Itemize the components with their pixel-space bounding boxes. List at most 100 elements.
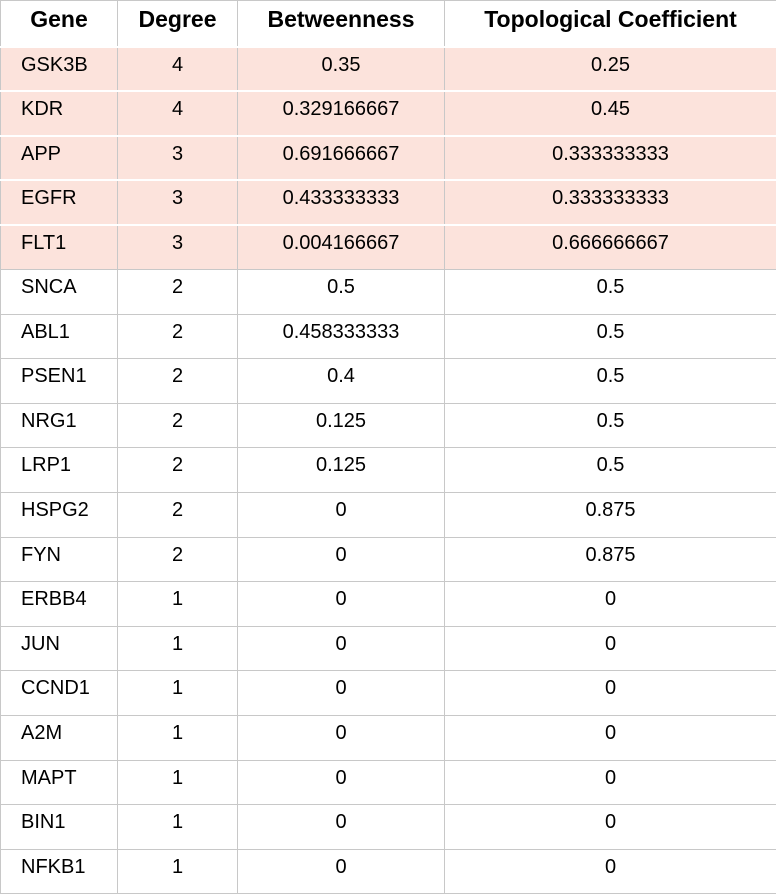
betweenness-cell: 0 xyxy=(237,759,445,806)
table-row: BIN1 1 0 0 xyxy=(0,804,776,850)
degree-cell: 1 xyxy=(117,581,238,627)
gene-cell: CCND1 xyxy=(0,670,118,716)
table-row: EGFR 3 0.433333333 0.333333333 xyxy=(0,179,776,226)
table-row: LRP1 2 0.125 0.5 xyxy=(0,447,776,493)
topological-coefficient-cell: 0 xyxy=(444,848,776,894)
table-row: JUN 1 0 0 xyxy=(0,625,776,672)
degree-cell: 1 xyxy=(117,759,238,806)
gene-cell: KDR xyxy=(0,90,118,137)
header-row: Gene Degree Betweenness Topological Coef… xyxy=(0,0,776,47)
gene-cell: JUN xyxy=(0,625,118,672)
header-degree: Degree xyxy=(117,0,238,47)
table-row: FLT1 3 0.004166667 0.666666667 xyxy=(0,223,776,270)
table-row: FYN 2 0 0.875 xyxy=(0,536,776,583)
table-row: A2M 1 0 0 xyxy=(0,714,776,761)
table-row: ABL1 2 0.458333333 0.5 xyxy=(0,313,776,360)
table-header: Gene Degree Betweenness Topological Coef… xyxy=(0,0,776,47)
table-row: HSPG2 2 0 0.875 xyxy=(0,491,776,538)
gene-cell: SNCA xyxy=(0,268,118,315)
betweenness-cell: 0 xyxy=(237,625,445,672)
gene-cell: NRG1 xyxy=(0,402,118,449)
table-row: MAPT 1 0 0 xyxy=(0,759,776,806)
betweenness-cell: 0.691666667 xyxy=(237,134,445,181)
table-row: PSEN1 2 0.4 0.5 xyxy=(0,358,776,404)
gene-cell: ERBB4 xyxy=(0,581,118,627)
betweenness-cell: 0 xyxy=(237,581,445,627)
betweenness-cell: 0 xyxy=(237,714,445,761)
topological-coefficient-cell: 0 xyxy=(444,804,776,850)
degree-cell: 2 xyxy=(117,447,238,493)
table-row: GSK3B 4 0.35 0.25 xyxy=(0,45,776,92)
topological-coefficient-cell: 0 xyxy=(444,581,776,627)
degree-cell: 2 xyxy=(117,358,238,404)
gene-cell: PSEN1 xyxy=(0,358,118,404)
betweenness-cell: 0 xyxy=(237,491,445,538)
betweenness-cell: 0 xyxy=(237,804,445,850)
table-row: KDR 4 0.329166667 0.45 xyxy=(0,90,776,137)
table-row: NRG1 2 0.125 0.5 xyxy=(0,402,776,449)
table-body: GSK3B 4 0.35 0.25 KDR 4 0.329166667 0.45 APP 3 0.6… xyxy=(0,45,776,894)
topological-coefficient-cell: 0.333333333 xyxy=(444,179,776,226)
gene-cell: FYN xyxy=(0,536,118,583)
topological-coefficient-cell: 0.25 xyxy=(444,45,776,92)
degree-cell: 1 xyxy=(117,625,238,672)
table-row: ERBB4 1 0 0 xyxy=(0,581,776,627)
betweenness-cell: 0.4 xyxy=(237,358,445,404)
betweenness-cell: 0.125 xyxy=(237,447,445,493)
gene-cell: APP xyxy=(0,134,118,181)
degree-cell: 2 xyxy=(117,268,238,315)
gene-cell: BIN1 xyxy=(0,804,118,850)
gene-cell: LRP1 xyxy=(0,447,118,493)
degree-cell: 1 xyxy=(117,670,238,716)
header-betweenness: Betweenness xyxy=(237,0,445,47)
betweenness-cell: 0.35 xyxy=(237,45,445,92)
table-row: CCND1 1 0 0 xyxy=(0,670,776,716)
betweenness-cell: 0 xyxy=(237,536,445,583)
topological-coefficient-cell: 0.5 xyxy=(444,358,776,404)
degree-cell: 2 xyxy=(117,536,238,583)
topological-coefficient-cell: 0 xyxy=(444,759,776,806)
betweenness-cell: 0 xyxy=(237,848,445,894)
gene-cell: NFKB1 xyxy=(0,848,118,894)
topological-coefficient-cell: 0.875 xyxy=(444,491,776,538)
gene-cell: ABL1 xyxy=(0,313,118,360)
betweenness-cell: 0.125 xyxy=(237,402,445,449)
degree-cell: 2 xyxy=(117,402,238,449)
topological-coefficient-cell: 0 xyxy=(444,670,776,716)
topological-coefficient-cell: 0.875 xyxy=(444,536,776,583)
degree-cell: 4 xyxy=(117,45,238,92)
degree-cell: 2 xyxy=(117,491,238,538)
degree-cell: 4 xyxy=(117,90,238,137)
topological-coefficient-cell: 0.5 xyxy=(444,313,776,360)
gene-cell: A2M xyxy=(0,714,118,761)
gene-cell: EGFR xyxy=(0,179,118,226)
table-row: APP 3 0.691666667 0.333333333 xyxy=(0,134,776,181)
gene-cell: FLT1 xyxy=(0,223,118,270)
topological-coefficient-cell: 0.5 xyxy=(444,268,776,315)
topological-coefficient-cell: 0 xyxy=(444,625,776,672)
header-topological-coefficient: Topological Coefficient xyxy=(444,0,776,47)
degree-cell: 2 xyxy=(117,313,238,360)
degree-cell: 3 xyxy=(117,134,238,181)
degree-cell: 1 xyxy=(117,714,238,761)
topological-coefficient-cell: 0.666666667 xyxy=(444,223,776,270)
topological-coefficient-cell: 0 xyxy=(444,714,776,761)
degree-cell: 3 xyxy=(117,223,238,270)
gene-cell: HSPG2 xyxy=(0,491,118,538)
betweenness-cell: 0.433333333 xyxy=(237,179,445,226)
table-row: NFKB1 1 0 0 xyxy=(0,848,776,894)
table-row: SNCA 2 0.5 0.5 xyxy=(0,268,776,315)
header-gene: Gene xyxy=(0,0,118,47)
degree-cell: 3 xyxy=(117,179,238,226)
topological-coefficient-cell: 0.333333333 xyxy=(444,134,776,181)
betweenness-cell: 0.5 xyxy=(237,268,445,315)
topological-coefficient-cell: 0.45 xyxy=(444,90,776,137)
degree-cell: 1 xyxy=(117,804,238,850)
gene-cell: GSK3B xyxy=(0,45,118,92)
betweenness-cell: 0.458333333 xyxy=(237,313,445,360)
gene-cell: MAPT xyxy=(0,759,118,806)
topological-coefficient-cell: 0.5 xyxy=(444,402,776,449)
degree-cell: 1 xyxy=(117,848,238,894)
betweenness-cell: 0.329166667 xyxy=(237,90,445,137)
